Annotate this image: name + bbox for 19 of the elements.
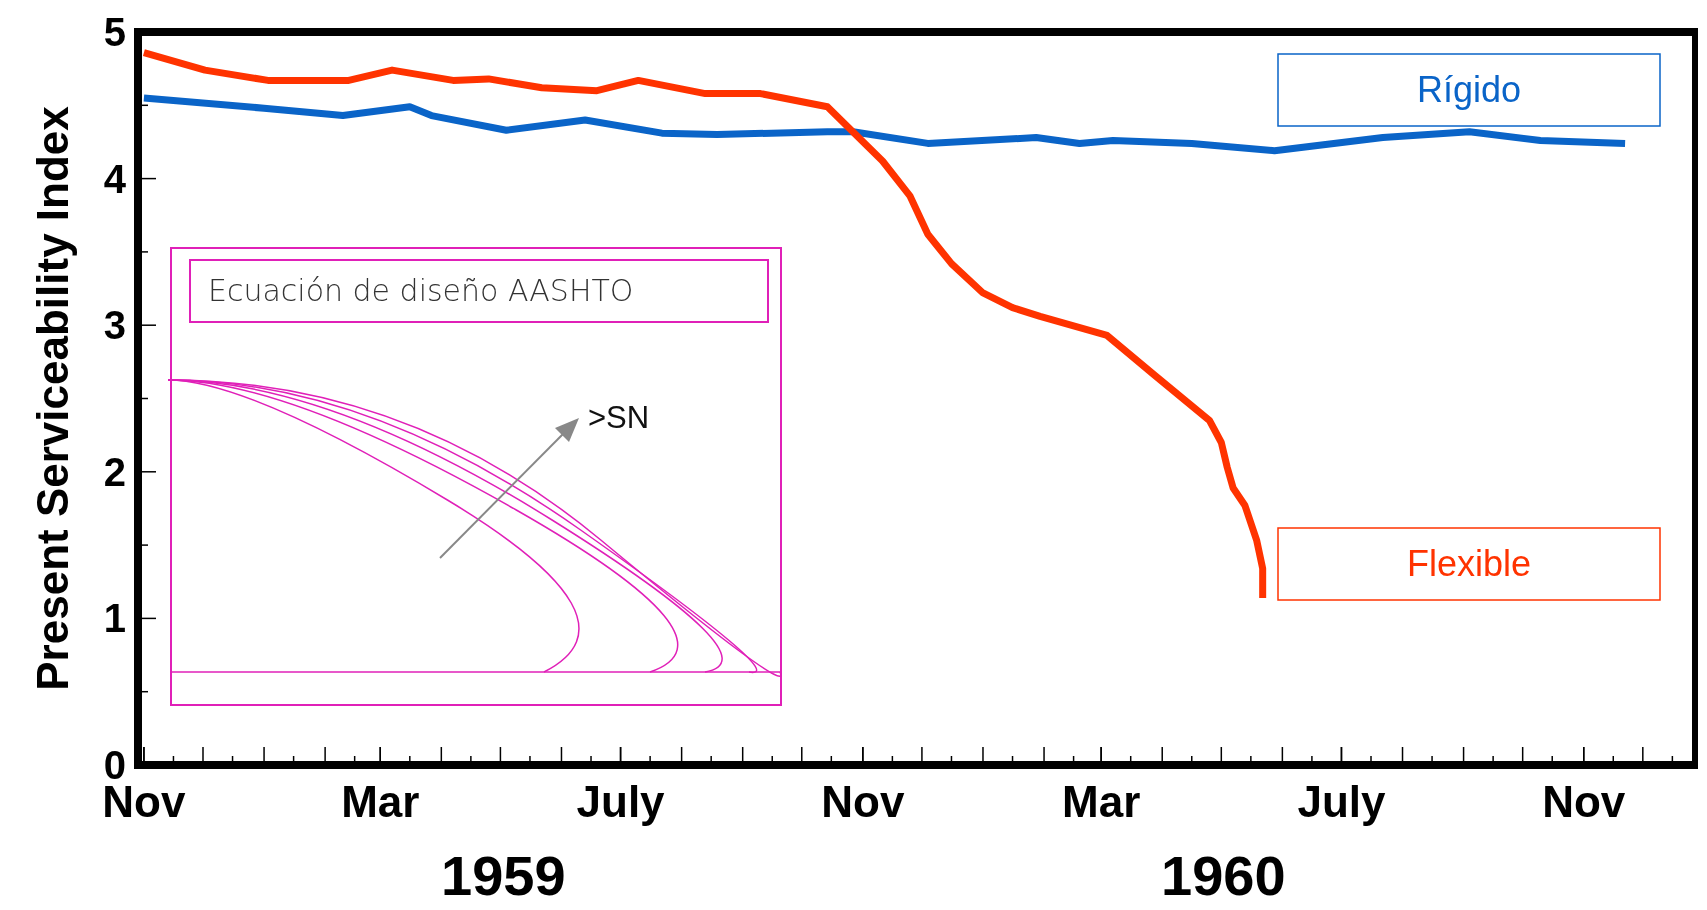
x-tick-label: Mar <box>1062 777 1141 826</box>
text: Flexible <box>1406 543 1532 584</box>
x-tick-label: July <box>1297 777 1387 826</box>
y-tick-label: 1 <box>103 596 126 641</box>
x-tick-label: Mar <box>341 777 420 826</box>
x-tick-label: Nov <box>821 777 905 826</box>
text: 1959 <box>441 844 566 907</box>
y-tick-label: 3 <box>103 303 126 348</box>
y-axis-title: Present Serviceability Index <box>28 105 77 691</box>
text: 1960 <box>1160 844 1286 907</box>
y-tick-label: 0 <box>103 743 126 787</box>
annotation: Ecuación de diseño AASHTO <box>208 273 634 308</box>
y-tick-label: 5 <box>103 10 126 54</box>
x-tick-label: Nov <box>1542 777 1626 826</box>
y-tick-label: 2 <box>103 449 126 494</box>
y-tick-label: 4 <box>103 156 127 201</box>
annotation: >SN <box>588 400 650 435</box>
series-label: Rígido <box>1416 69 1522 110</box>
x-tick-label: July <box>576 777 666 826</box>
